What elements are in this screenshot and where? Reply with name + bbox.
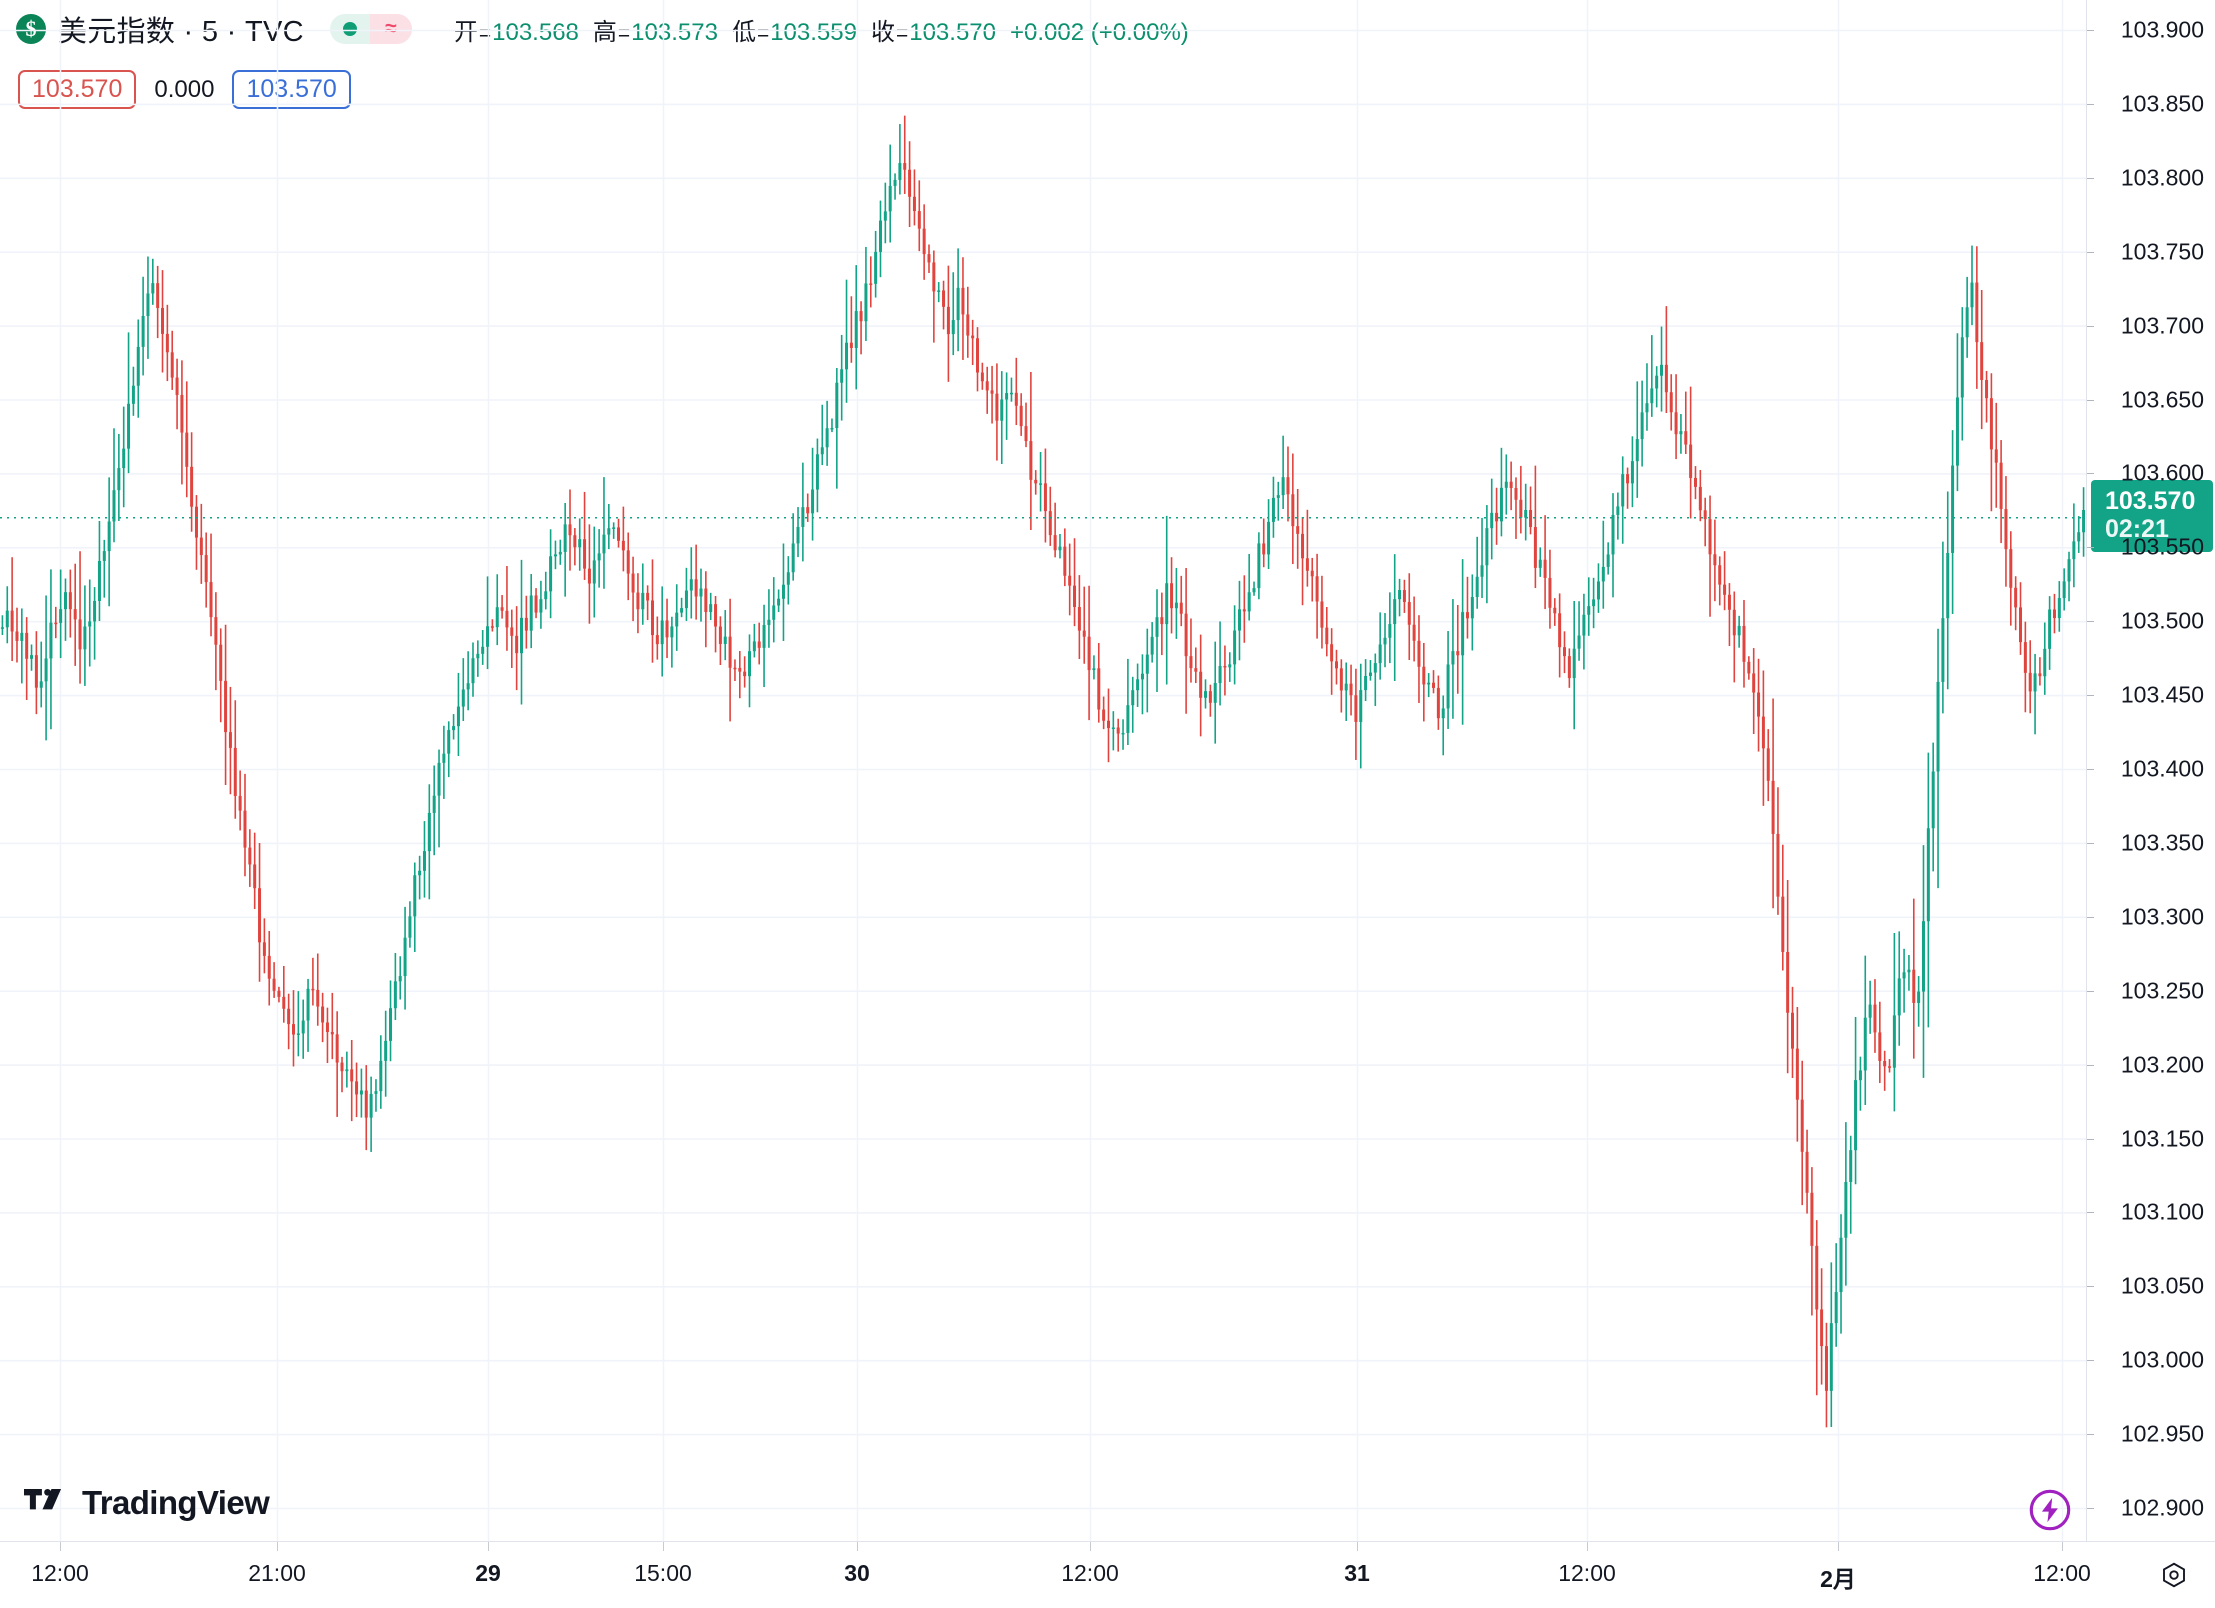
price-axis-tick	[2087, 1064, 2094, 1066]
indicator-badges: 103.570 0.000 103.570	[18, 70, 351, 109]
tradingview-wordmark: TradingView	[82, 1484, 270, 1521]
ohlc-high-label: 高	[592, 18, 617, 46]
price-axis-tick	[2087, 473, 2094, 475]
ohlc-values: 开 = 103.568 高 = 103.573 低 = 103.559 收 = 103.570 …	[454, 12, 1189, 47]
time-axis-tick	[2062, 1542, 2063, 1551]
price-axis-label: 102.900	[2120, 1494, 2204, 1521]
chart-plot-area[interactable]	[0, 0, 2086, 1541]
ohlc-open-value: 103.568	[492, 18, 579, 46]
price-axis-label: 103.750	[2120, 238, 2204, 265]
price-axis-label: 103.250	[2120, 977, 2204, 1004]
time-axis-label: 12:00	[1558, 1560, 1616, 1586]
price-axis-tick	[2087, 1286, 2094, 1288]
price-axis-label: 103.300	[2120, 903, 2204, 930]
price-axis-tick	[2087, 842, 2094, 844]
ohlc-high-value: 103.573	[631, 18, 718, 46]
badge-mid-value: 0.000	[154, 75, 215, 103]
ohlc-low-eq: =	[756, 21, 770, 45]
time-axis-tick	[1587, 1542, 1588, 1551]
price-axis-label: 103.600	[2120, 459, 2204, 486]
badge-high-value[interactable]: 103.570	[232, 70, 351, 109]
price-scale[interactable]: 103.570 02:21 103.900 103.850 103.800 103.7…	[2086, 0, 2215, 1541]
time-axis-label: 31	[1344, 1560, 1370, 1586]
price-axis-tick	[2087, 990, 2094, 992]
time-axis-label: 21:00	[248, 1560, 306, 1586]
time-axis-tick	[857, 1542, 858, 1551]
ohlc-open-label: 开	[453, 18, 478, 46]
price-axis-label: 103.850	[2120, 90, 2204, 117]
price-change: +0.002 (+0.00%)	[1010, 18, 1189, 46]
approx-icon: ≈	[369, 14, 412, 44]
time-axis-label: 30	[844, 1560, 870, 1586]
price-axis-tick	[2087, 399, 2094, 401]
time-axis-tick	[663, 1542, 664, 1551]
price-axis-tick	[2087, 103, 2094, 105]
ohlc-close-value: 103.570	[909, 18, 996, 46]
time-axis-tick	[60, 1542, 61, 1551]
price-axis-tick	[2087, 1138, 2094, 1140]
lightning-bolt-icon[interactable]	[2028, 1488, 2072, 1532]
price-axis-label: 102.950	[2120, 1420, 2204, 1447]
price-axis-tick	[2087, 1434, 2094, 1436]
time-axis-label: 29	[475, 1560, 501, 1586]
time-scale[interactable]: 12:00 21:00 29 15:00 30 12:00 31 12:00 2月 12:00	[0, 1541, 2215, 1608]
time-axis-label: 12:00	[31, 1560, 89, 1586]
price-axis-tick	[2087, 1360, 2094, 1362]
price-axis-label: 103.350	[2120, 829, 2204, 856]
price-axis-tick	[2087, 695, 2094, 697]
price-axis-label: 103.150	[2120, 1125, 2204, 1151]
price-axis-tick	[2087, 769, 2094, 770]
price-axis-tick	[2087, 325, 2094, 327]
price-axis-label: 103.000	[2120, 1346, 2204, 1373]
price-axis-tick	[2087, 547, 2094, 549]
price-axis-label: 103.700	[2120, 312, 2204, 339]
time-axis-tick	[1357, 1542, 1358, 1551]
candlestick-series	[0, 0, 2086, 1541]
price-axis-label: 103.200	[2120, 1051, 2204, 1078]
time-axis-label: 2月	[1820, 1566, 1856, 1592]
chart-legend: $ 美元指数 · 5 · TVC ≈ 开 = 103.568 高 = 103.573 低…	[16, 8, 1189, 50]
time-axis-label: 12:00	[1061, 1560, 1119, 1586]
ohlc-close-label: 收	[870, 18, 895, 46]
dollar-circle-icon: $	[16, 14, 46, 44]
time-axis-label: 12:00	[2033, 1560, 2091, 1586]
time-axis-tick	[1090, 1542, 1091, 1551]
ohlc-close-eq: =	[895, 21, 909, 45]
price-axis-tick	[2087, 30, 2094, 31]
gear-icon[interactable]	[2159, 1560, 2189, 1590]
price-axis-tick	[2087, 177, 2094, 179]
price-axis-label: 103.100	[2120, 1198, 2204, 1225]
time-axis-tick	[277, 1542, 278, 1551]
green-dot-icon	[329, 14, 370, 44]
price-axis-tick	[2087, 916, 2094, 918]
price-axis-label: 103.400	[2120, 755, 2204, 782]
data-status-pill[interactable]: ≈	[329, 14, 412, 44]
tradingview-logo-icon	[24, 1488, 62, 1510]
current-price-value: 103.570	[2105, 486, 2196, 515]
current-price-tag: 103.570 02:21	[2091, 479, 2213, 553]
price-axis-tick	[2087, 251, 2094, 253]
ohlc-low-value: 103.559	[770, 18, 857, 46]
symbol-title[interactable]: 美元指数 · 5 · TVC	[58, 16, 304, 48]
price-axis-tick	[2087, 1508, 2094, 1509]
price-axis-label: 103.550	[2120, 533, 2204, 560]
time-axis-tick	[488, 1542, 489, 1551]
price-axis-label: 103.900	[2120, 16, 2204, 43]
price-axis-label: 103.800	[2120, 164, 2204, 191]
price-axis-tick	[2087, 621, 2094, 623]
time-axis-tick	[1838, 1542, 1839, 1551]
tradingview-watermark: TradingView	[24, 1484, 270, 1522]
price-axis-label: 103.450	[2120, 681, 2204, 708]
price-axis-tick	[2087, 1212, 2094, 1214]
ohlc-low-label: 低	[731, 18, 756, 46]
ohlc-high-eq: =	[617, 21, 631, 45]
price-axis-label: 103.500	[2120, 607, 2204, 634]
time-axis-label: 15:00	[634, 1560, 692, 1586]
badge-low-value[interactable]: 103.570	[18, 70, 137, 109]
bar-countdown: 02:21	[2105, 515, 2169, 544]
price-axis-label: 103.650	[2120, 386, 2204, 412]
price-axis-label: 103.050	[2120, 1272, 2204, 1299]
